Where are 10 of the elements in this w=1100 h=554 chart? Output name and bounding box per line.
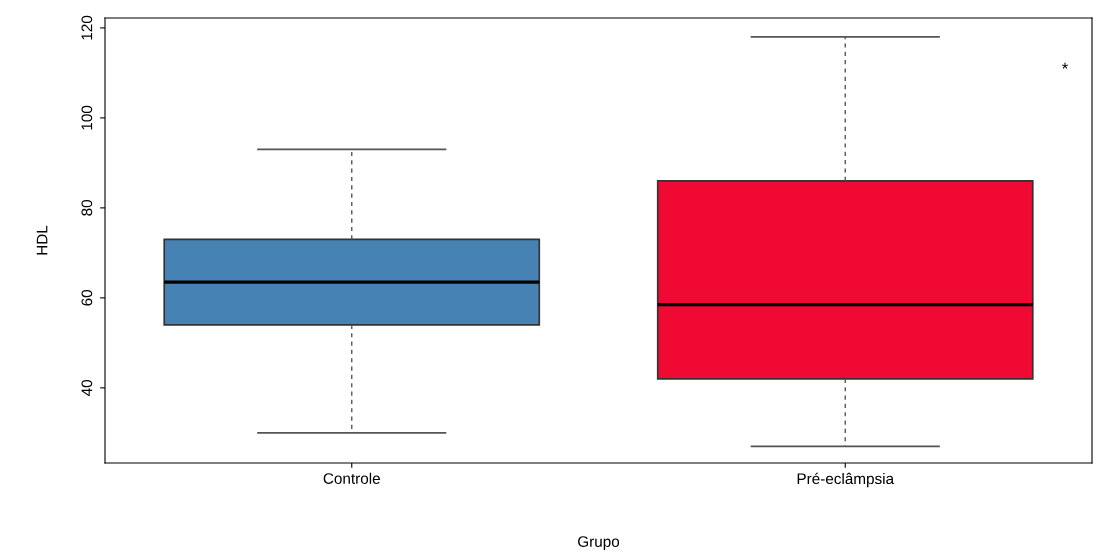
y-tick-label: 60 — [81, 289, 93, 306]
x-tick-label: Pré-eclâmpsia — [797, 472, 895, 488]
y-tick-label: 120 — [81, 15, 93, 40]
x-tick-label: Controle — [323, 472, 380, 484]
annotation: * — [1062, 62, 1068, 69]
y-tick-label: 40 — [81, 379, 93, 396]
x-axis-title: Grupo — [578, 536, 620, 550]
y-axis-title: HDL — [36, 225, 48, 255]
y-tick-label: 100 — [81, 105, 93, 130]
y-tick-label: 80 — [81, 199, 93, 216]
